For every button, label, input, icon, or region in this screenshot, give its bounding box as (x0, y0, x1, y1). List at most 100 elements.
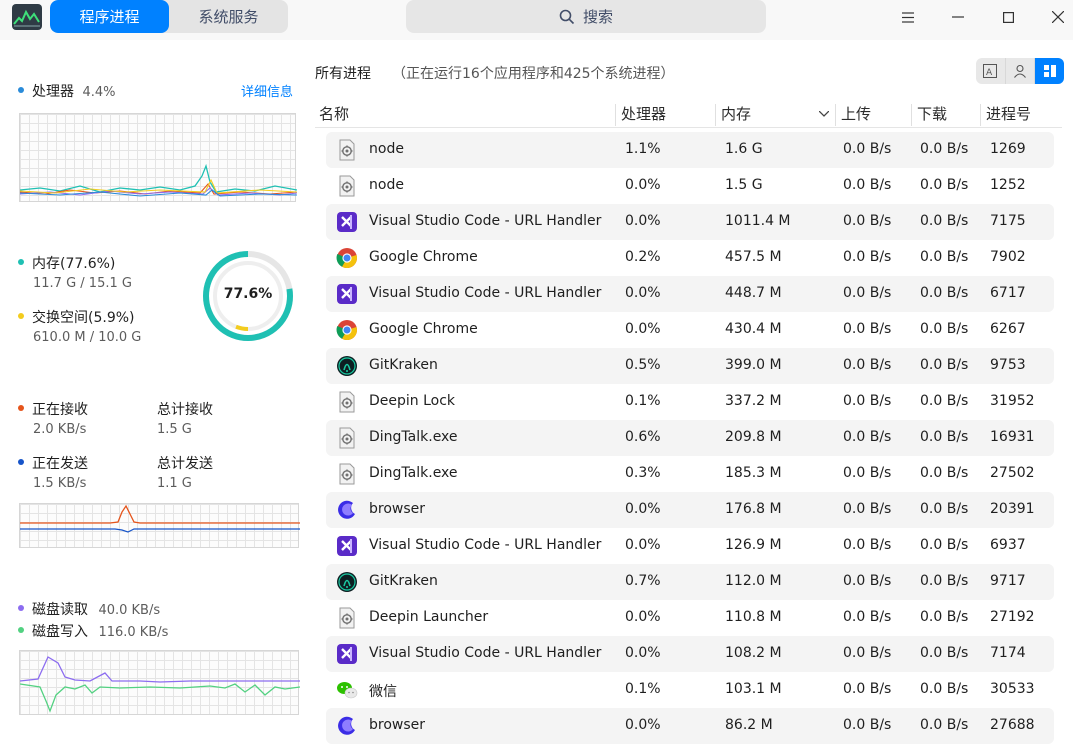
minimize-button[interactable] (933, 0, 983, 34)
wechat-icon (336, 679, 358, 701)
cpu-legend-dot (18, 87, 24, 93)
maximize-button[interactable] (983, 0, 1033, 34)
table-row[interactable]: Visual Studio Code - URL Handler 0.0% 448.… (326, 276, 1054, 312)
column-header-download[interactable]: 下载 (911, 104, 947, 126)
tab-services[interactable]: 系统服务 (198, 8, 259, 26)
filter-user-button[interactable] (1006, 58, 1036, 84)
process-name: Visual Studio Code - URL Handler (369, 213, 602, 229)
process-cpu: 0.7% (625, 573, 661, 589)
process-memory: 103.1 M (725, 681, 782, 697)
cpu-label: 处理器 (32, 84, 74, 100)
process-upload: 0.0 B/s (843, 681, 892, 697)
process-download: 0.0 B/s (920, 537, 969, 553)
generic-app-icon (336, 607, 358, 629)
vscode-icon (336, 211, 358, 233)
table-row[interactable]: node 1.1% 1.6 G 0.0 B/s 0.0 B/s 1269 (326, 132, 1054, 168)
table-row[interactable]: Visual Studio Code - URL Handler 0.0% 1011… (326, 204, 1054, 240)
disk-read-value: 40.0 KB/s (98, 603, 161, 618)
filter-all-button[interactable] (1035, 58, 1064, 84)
column-header-pid[interactable]: 进程号 (980, 104, 1031, 126)
process-download: 0.0 B/s (920, 321, 969, 337)
process-table-header: 名称 处理器 内存 上传 下载 进程号 (315, 98, 1062, 128)
cpu-details-link[interactable]: 详细信息 (241, 85, 294, 100)
chrome-icon (336, 247, 358, 269)
generic-app-icon (336, 463, 358, 485)
process-download: 0.0 B/s (920, 429, 969, 445)
process-filter-buttons: A (976, 58, 1064, 84)
table-row[interactable]: browser 0.0% 176.8 M 0.0 B/s 0.0 B/s 20391 (326, 492, 1054, 528)
menu-button[interactable] (883, 0, 933, 34)
search-icon (559, 9, 575, 24)
process-download: 0.0 B/s (920, 681, 969, 697)
process-name: GitKraken (369, 573, 438, 589)
column-header-upload[interactable]: 上传 (835, 104, 871, 126)
process-pid: 27688 (990, 717, 1035, 733)
table-row[interactable]: GitKraken 0.7% 112.0 M 0.0 B/s 0.0 B/s 9717 (326, 564, 1054, 600)
process-pid: 6717 (990, 285, 1026, 301)
process-name: DingTalk.exe (369, 429, 458, 445)
disk-read-summary: 磁盘读取 40.0 KB/s (18, 599, 160, 619)
process-download: 0.0 B/s (920, 249, 969, 265)
table-row[interactable]: Deepin Launcher 0.0% 110.8 M 0.0 B/s 0.0 B/s… (326, 600, 1054, 636)
process-count-summary: （正在运行16个应用程序和425个系统进程） (392, 66, 675, 82)
cpu-line-2 (20, 183, 297, 195)
process-upload: 0.0 B/s (843, 537, 892, 553)
net-recv-label: 正在接收 (32, 402, 88, 418)
process-download: 0.0 B/s (920, 141, 969, 157)
grid-view-icon (1043, 65, 1056, 77)
process-cpu: 0.0% (625, 609, 661, 625)
process-memory: 110.8 M (725, 609, 782, 625)
swap-label: 交换空间(5.9%) (32, 310, 135, 326)
process-memory: 457.5 M (725, 249, 782, 265)
generic-app-icon (336, 175, 358, 197)
generic-app-icon (336, 139, 358, 161)
process-name: browser (369, 501, 426, 517)
table-row[interactable]: GitKraken 0.5% 399.0 M 0.0 B/s 0.0 B/s 9753 (326, 348, 1054, 384)
process-pid: 6267 (990, 321, 1026, 337)
column-header-memory-label: 内存 (721, 105, 752, 123)
process-upload: 0.0 B/s (843, 573, 892, 589)
table-row[interactable]: Google Chrome 0.2% 457.5 M 0.0 B/s 0.0 B/s 79… (326, 240, 1054, 276)
write-legend-dot (18, 627, 24, 633)
process-memory: 112.0 M (725, 573, 782, 589)
table-row[interactable]: Visual Studio Code - URL Handler 0.0% 108.… (326, 636, 1054, 672)
table-row[interactable]: Deepin Lock 0.1% 337.2 M 0.0 B/s 0.0 B/s 3195… (326, 384, 1054, 420)
net-total-recv-value: 1.5 G (157, 422, 192, 437)
table-row[interactable]: Google Chrome 0.0% 430.4 M 0.0 B/s 0.0 B/s 62… (326, 312, 1054, 348)
process-upload: 0.0 B/s (843, 285, 892, 301)
process-upload: 0.0 B/s (843, 177, 892, 193)
tab-processes[interactable]: 程序进程 (50, 0, 169, 33)
gitkraken-icon (336, 571, 358, 593)
process-memory: 399.0 M (725, 357, 782, 373)
table-row[interactable]: 微信 0.1% 103.1 M 0.0 B/s 0.0 B/s 30533 (326, 672, 1054, 708)
svg-text:A: A (986, 68, 993, 78)
process-upload: 0.0 B/s (843, 645, 892, 661)
search-box[interactable]: 搜索 (406, 0, 766, 33)
table-row[interactable]: browser 0.0% 86.2 M 0.0 B/s 0.0 B/s 27688 (326, 708, 1054, 744)
filter-apps-button[interactable]: A (976, 58, 1006, 84)
disk-write-summary: 磁盘写入 116.0 KB/s (18, 621, 168, 641)
process-upload: 0.0 B/s (843, 141, 892, 157)
memory-ring-label: 77.6% (223, 286, 273, 302)
table-row[interactable]: DingTalk.exe 0.6% 209.8 M 0.0 B/s 0.0 B/s 169… (326, 420, 1054, 456)
process-download: 0.0 B/s (920, 717, 969, 733)
column-header-name[interactable]: 名称 (319, 105, 350, 123)
cpu-line-1 (20, 163, 297, 193)
process-download: 0.0 B/s (920, 213, 969, 229)
process-pid: 16931 (990, 429, 1035, 445)
process-memory: 337.2 M (725, 393, 782, 409)
column-header-cpu[interactable]: 处理器 (615, 104, 666, 126)
table-row[interactable]: DingTalk.exe 0.3% 185.3 M 0.0 B/s 0.0 B/s 275… (326, 456, 1054, 492)
process-download: 0.0 B/s (920, 285, 969, 301)
disk-history-chart (19, 650, 300, 715)
process-pid: 30533 (990, 681, 1035, 697)
net-send-value: 1.5 KB/s (33, 476, 87, 491)
process-upload: 0.0 B/s (843, 393, 892, 409)
table-row[interactable]: node 0.0% 1.5 G 0.0 B/s 0.0 B/s 1252 (326, 168, 1054, 204)
column-header-memory[interactable]: 内存 (715, 104, 835, 126)
cpu-line-5 (20, 189, 297, 197)
process-download: 0.0 B/s (920, 465, 969, 481)
close-button[interactable] (1033, 0, 1073, 34)
process-cpu: 0.1% (625, 681, 661, 697)
table-row[interactable]: Visual Studio Code - URL Handler 0.0% 126.… (326, 528, 1054, 564)
